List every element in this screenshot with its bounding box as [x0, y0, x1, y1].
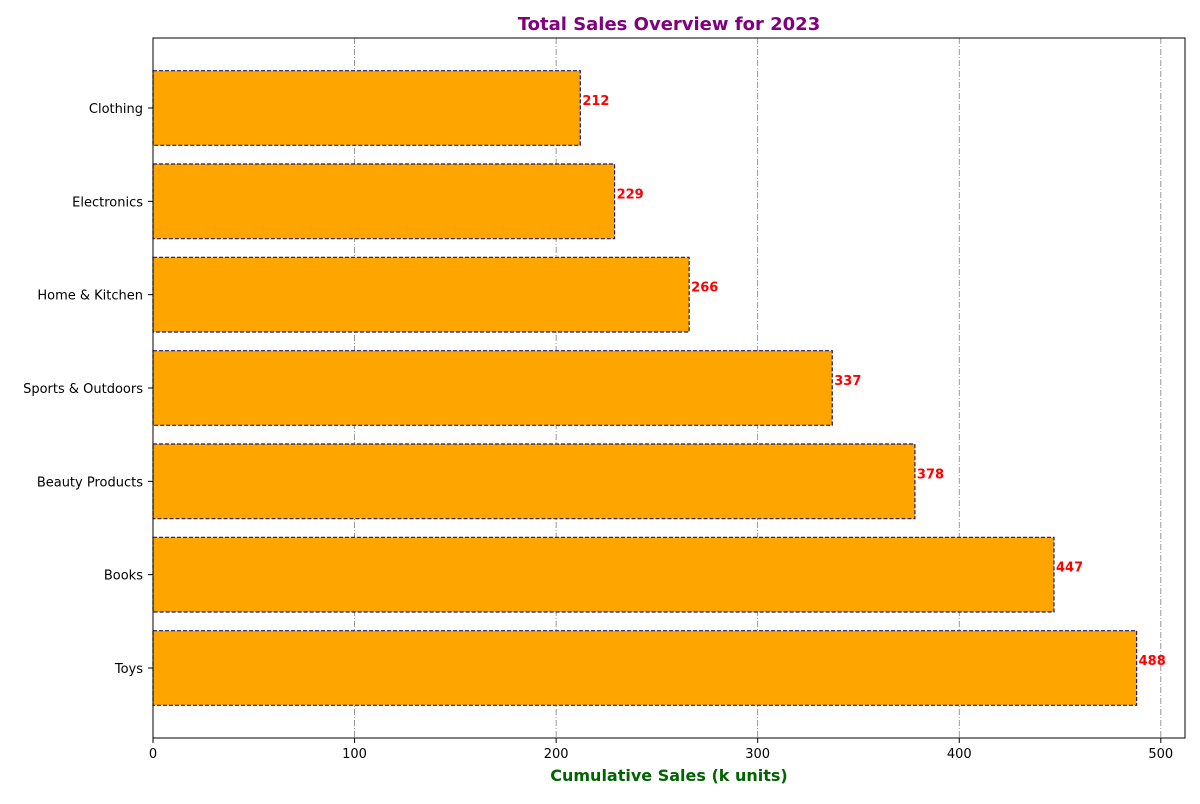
y-tick-label: Electronics [72, 195, 143, 210]
chart-title: Total Sales Overview for 2023 [518, 14, 820, 35]
y-tick-label: Toys [114, 662, 143, 677]
bar-value-label: 337 [834, 374, 861, 389]
y-tick-label: Home & Kitchen [37, 289, 143, 304]
bar-value-label: 378 [917, 467, 944, 482]
bar [152, 443, 916, 520]
x-tick-label: 400 [947, 747, 972, 762]
x-axis-tick-labels: 0 100 200 300 400 500 [149, 738, 1173, 762]
bar [152, 70, 581, 146]
bar [152, 163, 616, 240]
y-tick-label: Books [104, 569, 143, 584]
x-tick-label: 0 [149, 747, 157, 762]
y-tick-label: Beauty Products [37, 475, 143, 490]
y-axis-tick-labels: Toys Books Beauty Products Sports & Outdoor… [23, 102, 153, 677]
plot-frame [152, 37, 1186, 739]
bars [152, 70, 1138, 706]
bar-value-label: 212 [582, 94, 609, 109]
y-tick-label: Sports & Outdoors [23, 382, 143, 397]
bar [152, 630, 1138, 706]
bar-value-label: 488 [1139, 654, 1166, 669]
bar-value-label: 447 [1056, 561, 1083, 576]
y-tick-label: Clothing [89, 102, 143, 117]
bar [152, 256, 690, 333]
bar-value-label: 266 [691, 281, 718, 296]
x-axis-label: Cumulative Sales (k units) [550, 766, 787, 785]
value-labels: 488 447 378 337 266 229 212 [582, 94, 1165, 669]
bar [152, 536, 1055, 613]
bar [152, 350, 833, 426]
x-tick-label: 300 [745, 747, 770, 762]
x-tick-label: 200 [544, 747, 569, 762]
x-tick-label: 100 [342, 747, 367, 762]
bar-value-label: 229 [617, 187, 644, 202]
x-tick-label: 500 [1148, 747, 1173, 762]
